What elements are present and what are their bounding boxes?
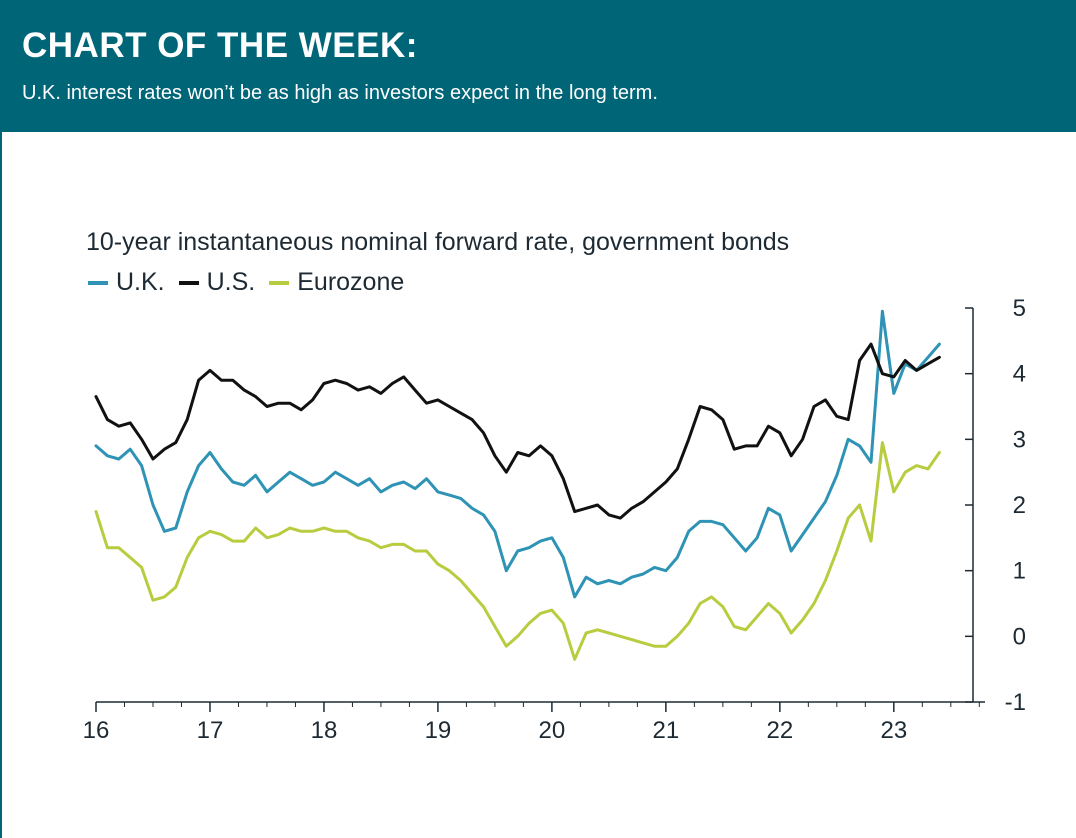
y-tick-label: 0 [1013, 623, 1026, 650]
y-tick-label: 2 [1013, 492, 1026, 519]
legend-label-us: U.S. [206, 268, 256, 296]
x-tick-label: 19 [425, 717, 452, 744]
header-banner: CHART OF THE WEEK: U.K. interest rates w… [0, 0, 1076, 132]
left-border [0, 132, 2, 838]
y-tick-label: 5 [1013, 295, 1026, 322]
series-line-eurozone [94, 441, 941, 661]
chart-legend: U.K. U.S. Eurozone [88, 268, 418, 297]
header-subtitle: U.K. interest rates won’t be as high as … [22, 82, 658, 104]
x-tick-label: 21 [653, 717, 680, 744]
x-tick-label: 20 [539, 717, 566, 744]
x-tick-label: 22 [766, 717, 793, 744]
series-line-uk [94, 309, 941, 599]
x-tick-label: 17 [197, 717, 224, 744]
legend-label-eurozone: Eurozone [297, 268, 405, 296]
x-tick-label: 16 [83, 717, 110, 744]
legend-swatch-us [178, 280, 199, 285]
header-title: CHART OF THE WEEK: [22, 26, 418, 65]
legend-swatch-eurozone [269, 280, 290, 285]
y-tick-label: -1 [1005, 689, 1026, 716]
legend-item-eurozone: Eurozone [269, 268, 404, 297]
y-tick-label: 1 [1013, 558, 1026, 585]
x-tick-label: 23 [880, 717, 907, 744]
legend-swatch-uk [88, 280, 108, 285]
legend-item-uk: U.K. [88, 268, 165, 297]
series-line-us [94, 342, 941, 520]
chart-title: 10-year instantaneous nominal forward ra… [86, 228, 790, 256]
y-tick-label: 3 [1013, 426, 1026, 453]
y-tick-label: 4 [1013, 361, 1026, 388]
legend-label-uk: U.K. [116, 268, 165, 296]
legend-item-us: U.S. [178, 268, 256, 297]
x-tick-label: 18 [311, 717, 338, 744]
